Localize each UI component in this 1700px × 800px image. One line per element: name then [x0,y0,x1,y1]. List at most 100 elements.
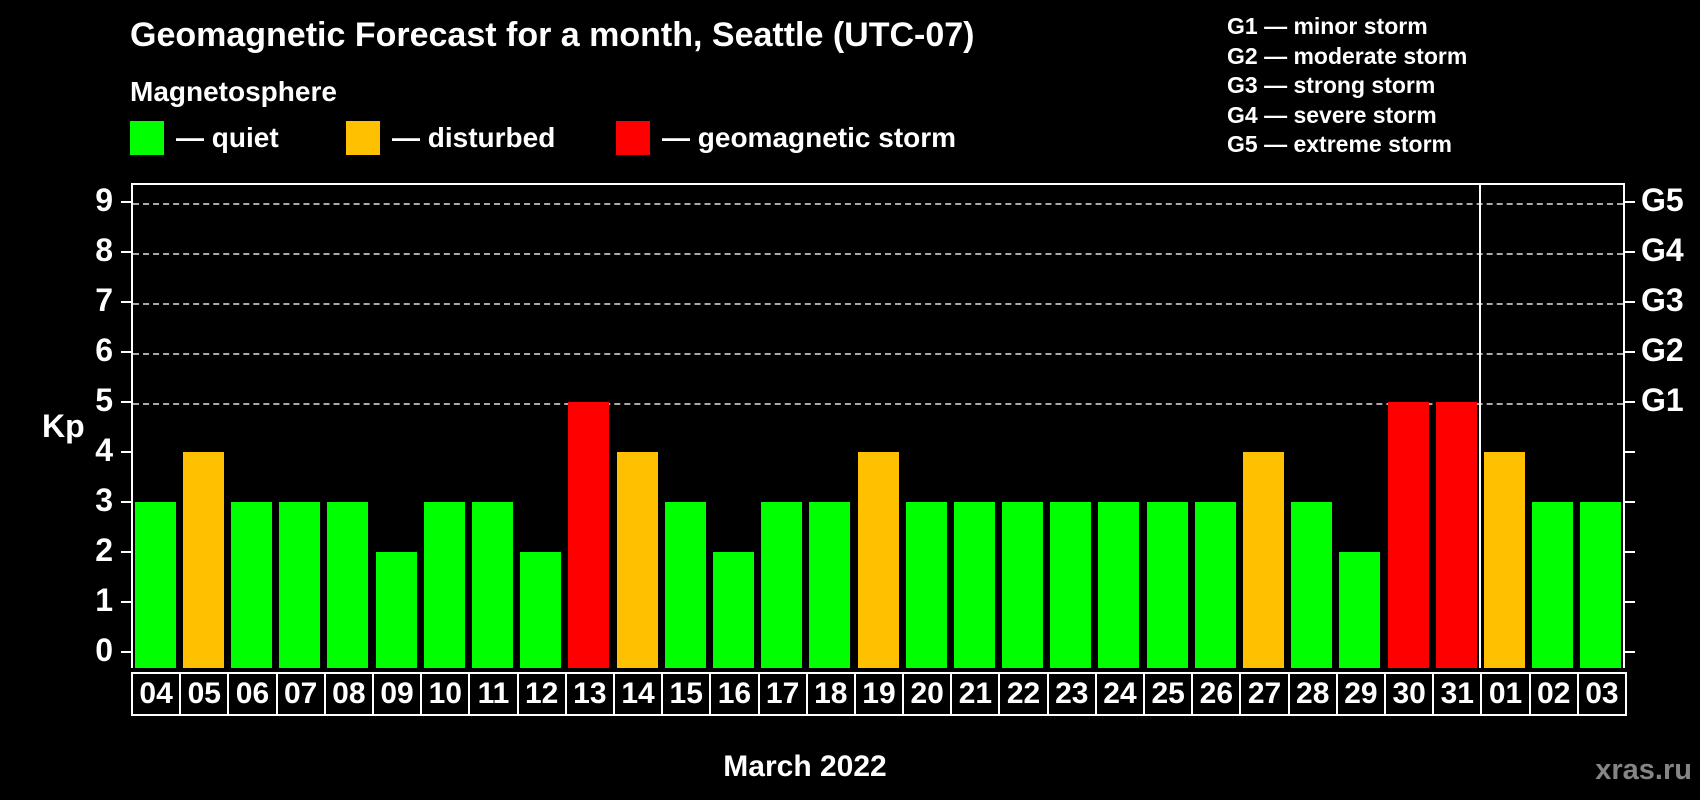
bar-day-03 [1580,502,1622,668]
x-axis-label-19: 19 [853,672,905,716]
x-axis-label-07: 07 [275,672,326,716]
gridline-kp6 [133,353,1623,355]
bar-day-08 [327,502,369,668]
x-axis-label-25: 25 [1143,672,1194,716]
plot-area [131,183,1625,668]
x-axis-label-15: 15 [661,672,712,716]
x-axis-label-18: 18 [805,672,856,716]
x-axis-label-24: 24 [1094,672,1146,716]
bar-day-14 [616,452,658,668]
left-tick-kp8 [121,251,131,253]
x-axis-label-08: 08 [323,672,374,716]
x-axis-label-14: 14 [612,672,664,716]
left-tick-kp3 [121,501,131,503]
legend-item-disturbed: — disturbed [346,120,555,156]
bar-day-26 [1194,502,1236,668]
bar-day-18 [809,502,851,668]
page-title: Geomagnetic Forecast for a month, Seattl… [130,16,975,54]
bar-day-29 [1339,552,1381,668]
left-tick-kp9 [121,201,131,203]
legend-label-quiet: — quiet [176,122,279,153]
bar-day-01 [1484,452,1526,668]
x-axis-label-21: 21 [950,672,1001,716]
bar-day-22 [1002,502,1044,668]
x-axis-label-12: 12 [516,672,567,716]
legend-item-quiet: — quiet [130,120,279,156]
kp-tick-label-4: 4 [95,432,113,468]
legend-item-storm: — geomagnetic storm [616,120,956,156]
kp-axis-label: Kp [42,408,85,444]
x-axis-label-04: 04 [131,672,182,716]
g-scale-label-g4: G4 [1641,232,1684,268]
left-tick-kp1 [121,601,131,603]
x-axis-label-16: 16 [709,672,760,716]
x-axis-label-03: 03 [1576,672,1627,716]
x-axis-label-27: 27 [1239,672,1290,716]
kp-tick-label-1: 1 [95,582,113,618]
right-tick-kp2 [1625,551,1635,553]
bar-day-12 [520,552,562,668]
gridline-kp5 [133,403,1623,405]
month-boundary-line [1479,185,1482,668]
right-tick-kp5 [1625,401,1635,403]
x-axis-label-09: 09 [371,672,423,716]
g-legend-line-g4: G4 — severe storm [1227,101,1437,128]
bar-day-06 [230,502,272,668]
kp-tick-label-8: 8 [95,232,113,268]
left-tick-kp7 [121,301,131,303]
right-tick-kp1 [1625,601,1635,603]
kp-tick-label-5: 5 [95,382,113,418]
bar-day-09 [375,552,417,668]
kp-tick-label-9: 9 [95,182,113,218]
left-tick-kp5 [121,401,131,403]
bar-day-13 [568,402,610,668]
x-axis-label-02: 02 [1528,672,1579,716]
x-axis-label-11: 11 [468,672,519,716]
bar-day-11 [471,502,513,668]
bar-day-21 [953,502,995,668]
right-tick-kp8 [1625,251,1635,253]
storm-swatch-icon [616,121,650,155]
right-tick-kp4 [1625,451,1635,453]
kp-tick-label-3: 3 [95,482,113,518]
left-tick-kp6 [121,351,131,353]
bar-day-05 [182,452,224,668]
bar-day-10 [423,502,465,668]
legend-label-storm: — geomagnetic storm [662,122,957,153]
left-tick-kp2 [121,551,131,553]
bar-day-27 [1243,452,1285,668]
g-scale-label-g1: G1 [1641,382,1684,418]
g-legend-line-g3: G3 — strong storm [1227,72,1436,98]
g-scale-label-g5: G5 [1641,182,1684,218]
bar-day-24 [1098,502,1140,668]
g-legend-line-g1: G1 — minor storm [1227,13,1428,39]
quiet-swatch-icon [130,121,164,155]
kp-tick-label-7: 7 [95,282,113,318]
bar-day-19 [857,452,899,668]
x-axis-label-22: 22 [998,672,1049,716]
bar-day-04 [134,502,176,668]
right-tick-kp9 [1625,201,1635,203]
legend-label-disturbed: — disturbed [392,122,556,153]
bar-day-02 [1532,502,1574,668]
bar-day-25 [1146,502,1188,668]
left-tick-kp0 [121,651,131,653]
x-axis-label-29: 29 [1335,672,1387,716]
x-axis-label-31: 31 [1432,672,1483,716]
kp-tick-label-2: 2 [95,532,113,568]
kp-tick-label-0: 0 [95,632,113,668]
bar-day-15 [664,502,706,668]
x-axis-label-13: 13 [564,672,615,716]
bar-day-07 [279,502,321,668]
gridline-kp7 [133,303,1623,305]
x-axis-label-23: 23 [1046,672,1097,716]
gridline-kp9 [133,203,1623,205]
g-scale-label-g2: G2 [1641,332,1684,368]
x-axis-label-01: 01 [1480,672,1531,716]
g-legend-line-g2: G2 — moderate storm [1227,42,1468,69]
x-axis-title: March 2022 [723,750,887,783]
g-scale-label-g3: G3 [1641,282,1684,318]
left-tick-kp4 [121,451,131,453]
x-axis-label-30: 30 [1384,672,1435,716]
